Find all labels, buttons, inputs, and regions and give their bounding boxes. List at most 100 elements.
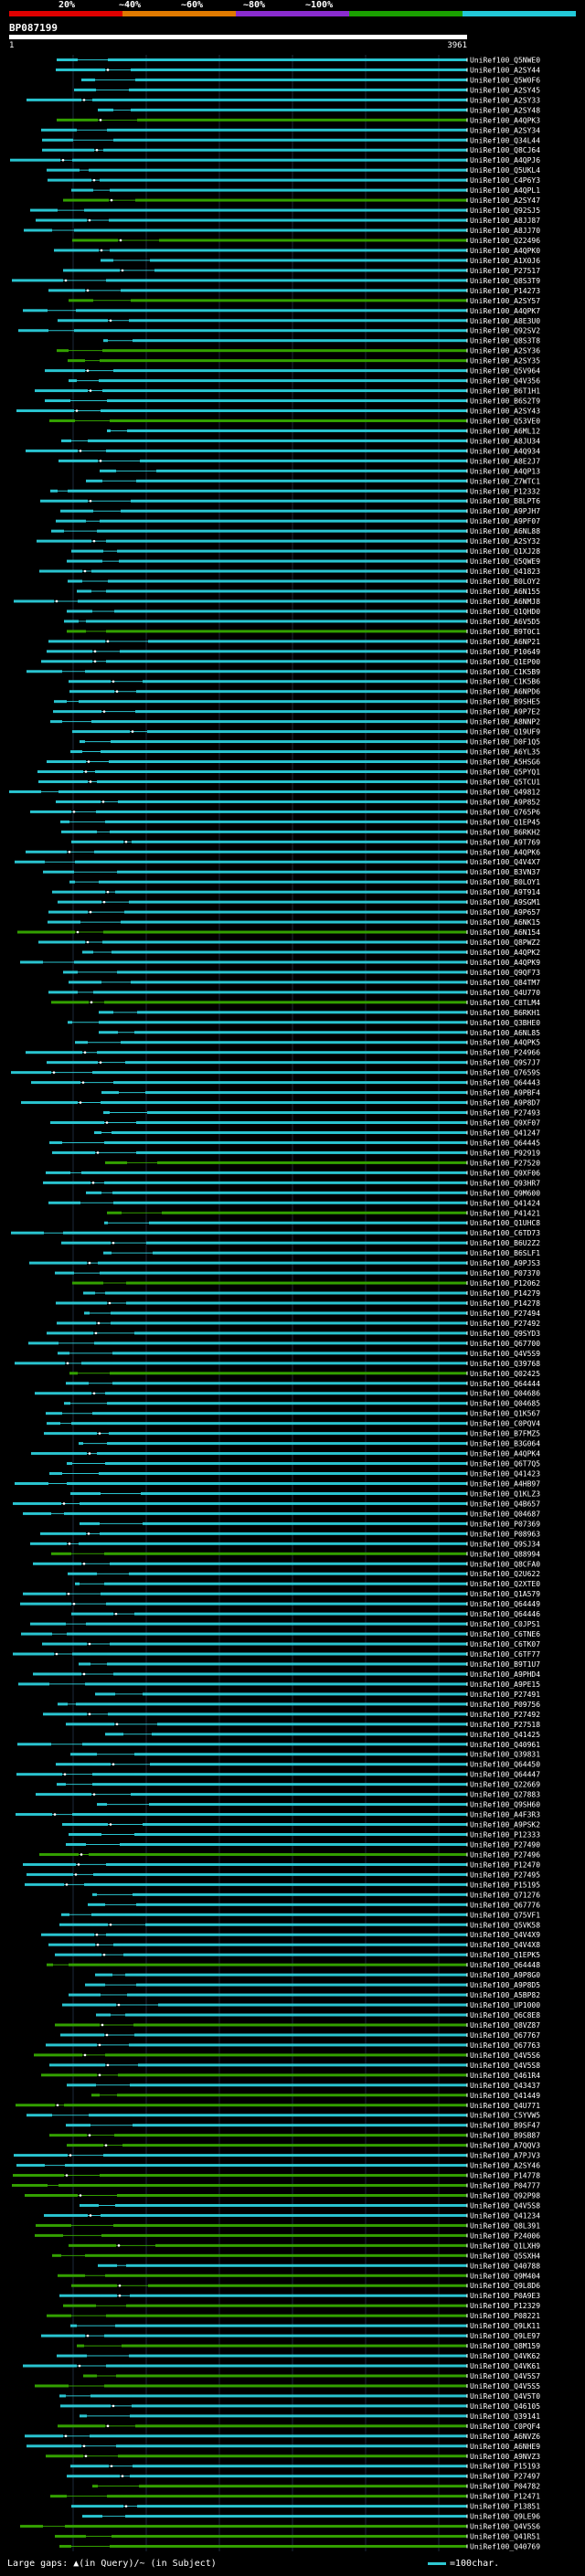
hit-label[interactable]: UniRef100_A2SY46	[470, 2162, 540, 2170]
hit-main-segment[interactable]	[104, 1001, 467, 1004]
hit-main-segment[interactable]	[72, 158, 467, 162]
hit-main-segment[interactable]	[104, 1181, 467, 1184]
hit-main-segment[interactable]	[92, 1773, 467, 1776]
hit-label[interactable]: UniRef100_Q19UF9	[470, 728, 540, 737]
hit-main-segment[interactable]	[115, 2203, 467, 2207]
hit-label[interactable]: UniRef100_B3G064	[470, 1440, 540, 1448]
hit-label[interactable]: UniRef100_A4QPK6	[470, 848, 540, 856]
hit-main-segment[interactable]	[105, 1462, 467, 1466]
hit-main-segment[interactable]	[153, 1251, 467, 1255]
hit-main-segment[interactable]	[125, 1061, 467, 1065]
hit-label[interactable]: UniRef100_A5HSG6	[470, 758, 540, 767]
hit-main-segment[interactable]	[71, 1422, 467, 1426]
hit-label[interactable]: UniRef100_Q1XJ28	[470, 547, 540, 556]
hit-label[interactable]: UniRef100_P12332	[470, 487, 540, 495]
hit-main-segment[interactable]	[99, 880, 467, 884]
hit-label[interactable]: UniRef100_A6NPD6	[470, 688, 540, 696]
hit-label[interactable]: UniRef100_A9P8G0	[470, 1971, 540, 1979]
hit-label[interactable]: UniRef100_Q8S3T9	[470, 277, 540, 285]
hit-label[interactable]: UniRef100_Q4V5S9	[470, 1350, 540, 1358]
hit-label[interactable]: UniRef100_C0PQF4	[470, 2422, 540, 2431]
hit-label[interactable]: UniRef100_Z7WTC1	[470, 477, 540, 485]
hit-main-segment[interactable]	[133, 2023, 467, 2027]
hit-label[interactable]: UniRef100_Q461R4	[470, 2072, 540, 2080]
hit-main-segment[interactable]	[101, 750, 467, 754]
hit-label[interactable]: UniRef100_Q92SV2	[470, 327, 540, 335]
hit-label[interactable]: UniRef100_Q4V5S5	[470, 2382, 540, 2390]
hit-label[interactable]: UniRef100_Q8PWZ2	[470, 938, 540, 947]
hit-label[interactable]: UniRef100_P14279	[470, 1289, 540, 1298]
hit-label[interactable]: UniRef100_B8LPT6	[470, 497, 540, 505]
hit-main-segment[interactable]	[101, 2213, 467, 2217]
hit-main-segment[interactable]	[100, 1271, 467, 1275]
hit-label[interactable]: UniRef100_A9T769	[470, 838, 540, 846]
hit-label[interactable]: UniRef100_Q5W0F6	[470, 76, 540, 84]
hit-label[interactable]: UniRef100_P12470	[470, 1860, 540, 1869]
hit-label[interactable]: UniRef100_A9P8D7	[470, 1099, 540, 1108]
hit-label[interactable]: UniRef100_Q3BHE0	[470, 1019, 540, 1027]
hit-label[interactable]: UniRef100_Q71276	[470, 1891, 540, 1899]
hit-label[interactable]: UniRef100_C6TK07	[470, 1640, 540, 1648]
hit-main-segment[interactable]	[106, 539, 467, 543]
hit-main-segment[interactable]	[131, 108, 467, 111]
hit-label[interactable]: UniRef100_Q4V356	[470, 377, 540, 386]
hit-label[interactable]: UniRef100_Q8CJ64	[470, 146, 540, 154]
hit-label[interactable]: UniRef100_B6S2T9	[470, 398, 540, 406]
hit-main-segment[interactable]	[99, 1472, 467, 1476]
hit-main-segment[interactable]	[136, 1121, 467, 1125]
hit-label[interactable]: UniRef100_B6U2Z2	[470, 1239, 540, 1247]
hit-main-segment[interactable]	[149, 1221, 467, 1224]
hit-label[interactable]: UniRef100_Q4V5T0	[470, 2392, 540, 2401]
hit-label[interactable]: UniRef100_A9SGM1	[470, 898, 540, 906]
hit-label[interactable]: UniRef100_Q9LE96	[470, 2513, 540, 2521]
hit-label[interactable]: UniRef100_A9PJH7	[470, 507, 540, 515]
hit-label[interactable]: UniRef100_C0JPS1	[470, 1620, 540, 1628]
hit-label[interactable]: UniRef100_A4QPJ6	[470, 156, 540, 164]
hit-label[interactable]: UniRef100_A2SY34	[470, 126, 540, 134]
hit-main-segment[interactable]	[86, 620, 467, 623]
hit-main-segment[interactable]	[135, 2424, 467, 2428]
hit-main-segment[interactable]	[145, 1091, 467, 1095]
hit-main-segment[interactable]	[99, 379, 467, 383]
hit-main-segment[interactable]	[131, 299, 467, 302]
hit-main-segment[interactable]	[156, 469, 467, 472]
hit-main-segment[interactable]	[134, 1331, 467, 1335]
hit-label[interactable]: UniRef100_Q4V4X9	[470, 1931, 540, 1939]
hit-label[interactable]: UniRef100_Q6C8E8	[470, 2011, 540, 2019]
hit-main-segment[interactable]	[131, 499, 467, 503]
hit-main-segment[interactable]	[130, 2475, 467, 2478]
hit-main-segment[interactable]	[130, 2414, 467, 2418]
hit-main-segment[interactable]	[111, 740, 467, 744]
hit-main-segment[interactable]	[107, 128, 467, 132]
hit-main-segment[interactable]	[152, 1733, 467, 1736]
hit-label[interactable]: UniRef100_Q04687	[470, 1510, 540, 1518]
hit-label[interactable]: UniRef100_Q41449	[470, 2092, 540, 2100]
hit-label[interactable]: UniRef100_Q9M404	[470, 2272, 540, 2280]
hit-label[interactable]: UniRef100_Q9LE97	[470, 2332, 540, 2340]
hit-main-segment[interactable]	[92, 98, 467, 101]
hit-main-segment[interactable]	[100, 2174, 467, 2178]
hit-label[interactable]: UniRef100_A4QPK0	[470, 247, 540, 255]
hit-label[interactable]: UniRef100_A2SY45	[470, 86, 540, 94]
hit-label[interactable]: UniRef100_Q64443	[470, 1079, 540, 1087]
hit-label[interactable]: UniRef100_B6T1H1	[470, 387, 540, 396]
hit-main-segment[interactable]	[69, 1963, 467, 1966]
hit-main-segment[interactable]	[129, 1572, 467, 1575]
hit-label[interactable]: UniRef100_P14273	[470, 287, 540, 295]
hit-label[interactable]: UniRef100_A4QPK5	[470, 1039, 540, 1047]
hit-label[interactable]: UniRef100_P10649	[470, 648, 540, 656]
hit-label[interactable]: UniRef100_Q1QHD0	[470, 608, 540, 616]
hit-label[interactable]: UniRef100_A9P7E2	[470, 708, 540, 716]
hit-main-segment[interactable]	[147, 1111, 467, 1115]
hit-label[interactable]: UniRef100_Q1K567	[470, 1410, 540, 1418]
hit-label[interactable]: UniRef100_Q34L44	[470, 136, 540, 144]
hit-main-segment[interactable]	[65, 2525, 467, 2528]
hit-label[interactable]: UniRef100_P27518	[470, 1721, 540, 1729]
hit-main-segment[interactable]	[129, 319, 467, 323]
hit-label[interactable]: UniRef100_P13851	[470, 2503, 540, 2511]
hit-main-segment[interactable]	[104, 2384, 467, 2388]
hit-main-segment[interactable]	[130, 2083, 467, 2087]
hit-label[interactable]: UniRef100_Q64447	[470, 1771, 540, 1779]
hit-main-segment[interactable]	[72, 1813, 467, 1817]
hit-label[interactable]: UniRef100_Q64446	[470, 1610, 540, 1618]
